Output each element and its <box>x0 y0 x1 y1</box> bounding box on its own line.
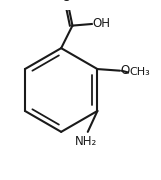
Text: O: O <box>62 0 71 4</box>
Text: CH₃: CH₃ <box>129 67 150 77</box>
Text: NH₂: NH₂ <box>75 135 97 148</box>
Text: O: O <box>120 64 130 77</box>
Text: OH: OH <box>92 17 110 30</box>
